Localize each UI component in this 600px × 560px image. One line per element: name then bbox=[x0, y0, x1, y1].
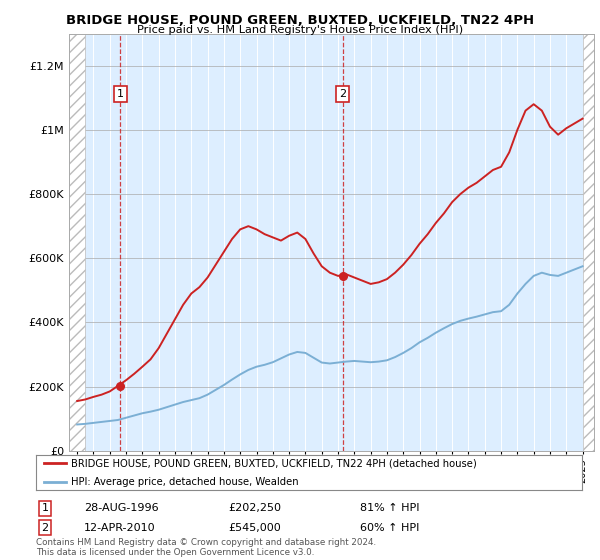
Text: Price paid vs. HM Land Registry's House Price Index (HPI): Price paid vs. HM Land Registry's House … bbox=[137, 25, 463, 35]
Text: 12-APR-2010: 12-APR-2010 bbox=[84, 522, 155, 533]
Text: 2: 2 bbox=[339, 89, 346, 99]
Text: BRIDGE HOUSE, POUND GREEN, BUXTED, UCKFIELD, TN22 4PH: BRIDGE HOUSE, POUND GREEN, BUXTED, UCKFI… bbox=[66, 14, 534, 27]
Text: £202,250: £202,250 bbox=[228, 503, 281, 514]
Text: 1: 1 bbox=[41, 503, 49, 514]
Text: BRIDGE HOUSE, POUND GREEN, BUXTED, UCKFIELD, TN22 4PH (detached house): BRIDGE HOUSE, POUND GREEN, BUXTED, UCKFI… bbox=[71, 458, 477, 468]
Text: Contains HM Land Registry data © Crown copyright and database right 2024.
This d: Contains HM Land Registry data © Crown c… bbox=[36, 538, 376, 557]
Bar bbox=[69, 34, 85, 451]
Text: 28-AUG-1996: 28-AUG-1996 bbox=[84, 503, 158, 514]
Text: 60% ↑ HPI: 60% ↑ HPI bbox=[360, 522, 419, 533]
Bar bbox=[583, 34, 594, 451]
Text: 81% ↑ HPI: 81% ↑ HPI bbox=[360, 503, 419, 514]
Text: 1: 1 bbox=[117, 89, 124, 99]
Text: £545,000: £545,000 bbox=[228, 522, 281, 533]
Text: HPI: Average price, detached house, Wealden: HPI: Average price, detached house, Weal… bbox=[71, 477, 299, 487]
Text: 2: 2 bbox=[41, 522, 49, 533]
